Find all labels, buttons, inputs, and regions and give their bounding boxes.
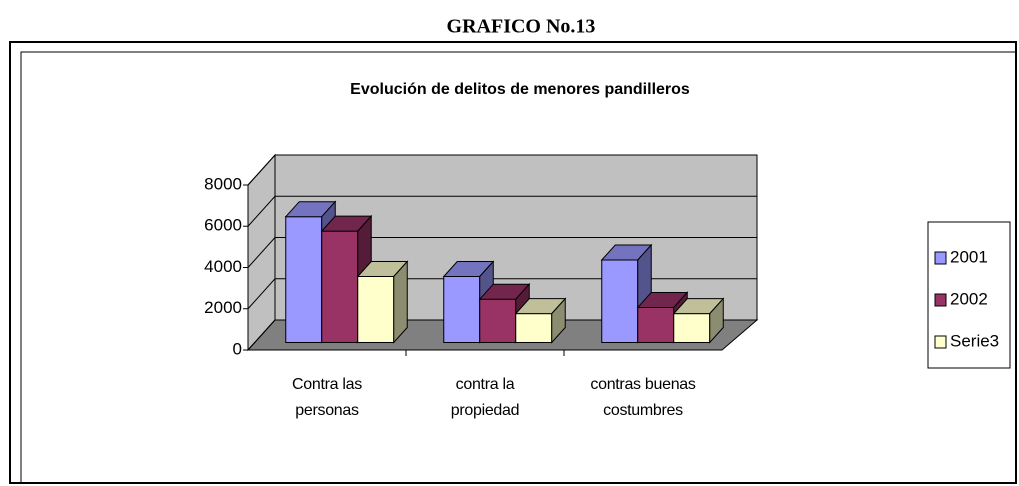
bar-side (551, 297, 566, 344)
bar (600, 243, 653, 344)
bar-front (673, 313, 711, 343)
figure-label: GRAFICO No.13 (447, 16, 596, 38)
grid-line (247, 319, 757, 351)
bar (514, 297, 567, 344)
grid-line (247, 154, 757, 186)
chart-title: Evolución de delitos de menores pandille… (350, 81, 690, 98)
bar-front (637, 306, 675, 343)
grid-line (247, 237, 757, 268)
legend-swatch (934, 251, 947, 265)
legend-label: Serie3 (950, 331, 999, 350)
y-tick-label: 2000 (204, 298, 242, 317)
bar-side (393, 260, 408, 344)
bar-front (285, 216, 323, 343)
legend-swatch (934, 335, 947, 349)
grid-line (247, 278, 757, 310)
y-tick-label: 8000 (204, 174, 242, 193)
bar-front (357, 276, 395, 343)
bar-front (601, 259, 639, 343)
y-tick-label: 0 (233, 339, 242, 358)
x-tick-label: contra la propiedad (450, 376, 520, 419)
bar-front (515, 313, 553, 343)
bar-side (709, 297, 724, 344)
x-tick-label: Contra las personas (292, 376, 362, 419)
x-tick-label: contras buenas costumbres (590, 376, 696, 419)
bar-front (321, 230, 359, 343)
legend-label: 2002 (950, 289, 988, 308)
y-tick-label: 6000 (204, 216, 242, 235)
bar-front (479, 298, 517, 343)
legend-label: 2001 (950, 247, 988, 266)
bar (356, 260, 409, 344)
legend-swatch (934, 293, 947, 307)
chart-frame (20, 51, 1017, 484)
y-tick-label: 4000 (204, 257, 242, 276)
bar (672, 297, 725, 344)
grid-line (247, 195, 757, 227)
bar-front (443, 276, 481, 343)
